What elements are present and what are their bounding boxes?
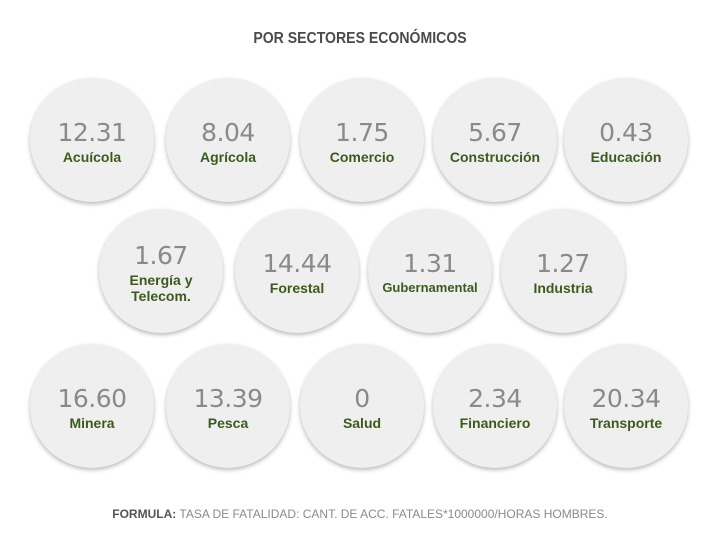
sector-label: Forestal: [269, 280, 325, 296]
sector-value: 2.34: [468, 384, 522, 413]
sector-value: 1.31: [403, 249, 457, 278]
sector-value: 1.27: [536, 249, 590, 278]
sector-card-comercio: 1.75 Comercio: [300, 78, 424, 202]
sector-label: Comercio: [329, 149, 395, 165]
sector-value: 5.67: [468, 118, 522, 147]
sector-value: 12.31: [57, 118, 127, 147]
formula-text: TASA DE FATALIDAD: CANT. DE ACC. FATALES…: [179, 507, 608, 521]
sector-label: Minera: [69, 415, 115, 431]
sector-label: Salud: [342, 415, 382, 431]
sector-card-forestal: 14.44 Forestal: [235, 209, 359, 333]
sector-label: Industria: [533, 280, 593, 296]
sector-value: 14.44: [262, 249, 332, 278]
sector-card-minera: 16.60 Minera: [30, 344, 154, 468]
sector-value: 8.04: [201, 118, 255, 147]
formula-note: FORMULA: TASA DE FATALIDAD: CANT. DE ACC…: [0, 507, 720, 521]
sector-value: 1.75: [335, 118, 389, 147]
sector-value: 1.67: [134, 241, 188, 270]
sector-card-agricola: 8.04 Agrícola: [166, 78, 290, 202]
sector-label: Acuícola: [62, 149, 122, 165]
sector-card-educacion: 0.43 Educación: [564, 78, 688, 202]
sector-value: 0.43: [599, 118, 653, 147]
sector-card-financiero: 2.34 Financiero: [433, 344, 557, 468]
sector-card-gubernamental: 1.31 Gubernamental: [368, 209, 492, 333]
sector-card-construccion: 5.67 Construcción: [433, 78, 557, 202]
sector-card-salud: 0 Salud: [300, 344, 424, 468]
sector-card-pesca: 13.39 Pesca: [166, 344, 290, 468]
sector-card-transporte: 20.34 Transporte: [564, 344, 688, 468]
sector-label: Financiero: [459, 415, 531, 431]
sector-label: Pesca: [207, 415, 249, 431]
sector-label: Energía y Telecom.: [129, 272, 193, 304]
sector-value: 13.39: [193, 384, 263, 413]
sector-label: Educación: [590, 149, 662, 165]
sector-label: Transporte: [589, 415, 663, 431]
sector-label: Construcción: [449, 149, 541, 165]
sector-value: 16.60: [57, 384, 127, 413]
formula-label: FORMULA:: [112, 507, 177, 521]
sector-label: Agrícola: [199, 149, 256, 165]
sector-label: Gubernamental: [382, 280, 478, 295]
sector-card-energia-telecom: 1.67 Energía y Telecom.: [99, 209, 223, 333]
sector-card-acuicola: 12.31 Acuícola: [30, 78, 154, 202]
page-title: POR SECTORES ECONÓMICOS: [253, 30, 467, 47]
sector-card-industria: 1.27 Industria: [501, 209, 625, 333]
sector-value: 0: [354, 384, 370, 413]
sector-value: 20.34: [591, 384, 661, 413]
